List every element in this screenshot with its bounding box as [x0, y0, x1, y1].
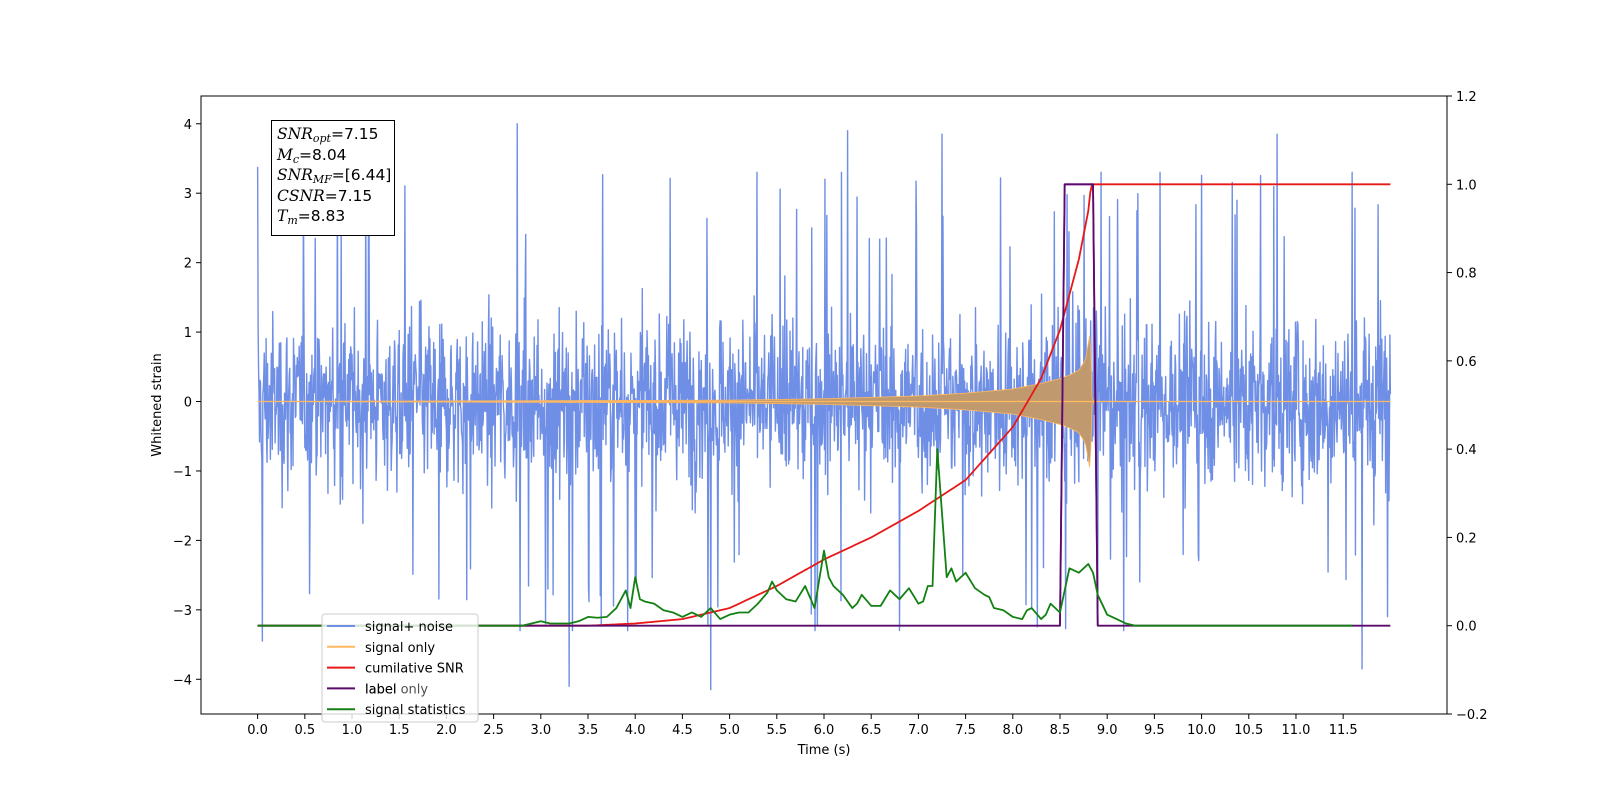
x-tick-label: 4.0 [625, 723, 646, 738]
x-tick-label: 4.5 [672, 723, 693, 738]
y2-tick-label: 0.0 [1456, 620, 1477, 635]
y-tick-label: 0 [184, 396, 192, 411]
stat-snr-opt-symbol: SNR [277, 125, 313, 143]
x-tick-label: 3.0 [530, 723, 551, 738]
x-tick-label: 11.0 [1281, 723, 1310, 738]
stat-csnr: CSNR=7.15 [277, 186, 394, 207]
legend-label-faint: label only [365, 682, 428, 697]
x-tick-label: 9.0 [1097, 723, 1118, 738]
stat-tm-symbol: T [277, 207, 288, 226]
y2-tick-label: 0.8 [1456, 267, 1477, 282]
x-tick-label: 7.0 [908, 723, 929, 738]
y-tick-label: 3 [184, 187, 192, 202]
stat-csnr-value: =7.15 [324, 186, 373, 205]
x-tick-label: 9.5 [1144, 723, 1165, 738]
x-tick-label: 2.5 [483, 723, 504, 738]
y-tick-label: 1 [184, 326, 192, 341]
x-tick-label: 0.0 [247, 723, 268, 738]
stat-snr-mf: SNRMF=[6.44] [277, 165, 394, 186]
x-tick-label: 7.5 [955, 723, 976, 738]
legend-label: signal statistics [365, 703, 466, 718]
x-tick-label: 11.5 [1329, 723, 1358, 738]
stat-tm: Tm=8.83 [277, 206, 394, 227]
x-tick-label: 1.0 [342, 723, 363, 738]
x-tick-label: 6.0 [814, 723, 835, 738]
stat-mc-symbol: M [277, 145, 293, 164]
x-axis-label: Time (s) [797, 743, 851, 758]
x-tick-label: 5.5 [766, 723, 787, 738]
stat-tm-subscript: m [287, 214, 298, 228]
stat-snr-mf-subscript: MF [312, 173, 332, 187]
y-tick-label: −4 [173, 673, 192, 688]
y-tick-label: 2 [184, 257, 192, 272]
legend-label: signal+ noise [365, 620, 453, 635]
legend-label: signal only [365, 641, 435, 656]
stat-snr-mf-symbol: SNR [277, 166, 313, 185]
series-signal-statistics-line [257, 448, 1353, 627]
legend-label: label [365, 682, 396, 697]
legend-box [321, 613, 479, 723]
series-signal-noise-line [256, 123, 1392, 691]
y2-tick-label: 1.2 [1456, 90, 1477, 105]
y-tick-label: −3 [173, 604, 192, 619]
axes-layer: 0.0 0.5 1.0 1.5 2.0 2.5 3.0 3.5 4.0 4.5 5.0 5.5 6.0 6… [173, 90, 1488, 738]
x-tick-label: 0.5 [294, 723, 315, 738]
y2-tick-label: 1.0 [1456, 178, 1477, 193]
y-tick-label: −2 [173, 534, 192, 549]
y2-tick-label: 0.6 [1456, 355, 1477, 370]
x-tick-label: 8.0 [1002, 723, 1023, 738]
stat-mc: Mc=8.04 [277, 145, 394, 166]
stats-annotation-box: SNRopt=7.15 Mc=8.04 SNRMF=[6.44] CSNR=7.… [271, 120, 395, 236]
x-tick-label: 10.0 [1187, 723, 1216, 738]
legend-label: cumilative SNR [365, 662, 464, 677]
x-tick-label: 3.5 [578, 723, 599, 738]
stat-mc-value: =8.04 [299, 145, 347, 164]
stat-csnr-symbol: CSNR [277, 186, 325, 205]
stat-mc-subscript: c [292, 152, 300, 166]
y-tick-label: 4 [184, 118, 192, 133]
stat-snr-mf-value: =[6.44] [331, 166, 392, 185]
y2-tick-label: 0.2 [1456, 531, 1477, 546]
stat-snr-opt-subscript: opt [312, 132, 331, 145]
x-tick-label: 8.5 [1050, 723, 1071, 738]
stat-tm-value: =8.83 [297, 207, 346, 226]
x-tick-label: 10.5 [1234, 723, 1263, 738]
y2-tick-label: −0.2 [1456, 708, 1488, 723]
stat-snr-opt-value: =7.15 [330, 125, 379, 143]
x-tick-label: 6.5 [861, 723, 882, 738]
y2-tick-label: 0.4 [1456, 443, 1477, 458]
legend: label only signal+ noise signal only cumila… [321, 613, 479, 723]
x-tick-label: 2.0 [436, 723, 457, 738]
x-tick-label: 5.0 [719, 723, 740, 738]
y-tick-label: −1 [173, 465, 192, 480]
x-tick-label: 1.5 [389, 723, 410, 738]
stat-snr-opt: SNRopt=7.15 [277, 124, 394, 145]
y-axis-label: Whitened strain [150, 353, 165, 456]
